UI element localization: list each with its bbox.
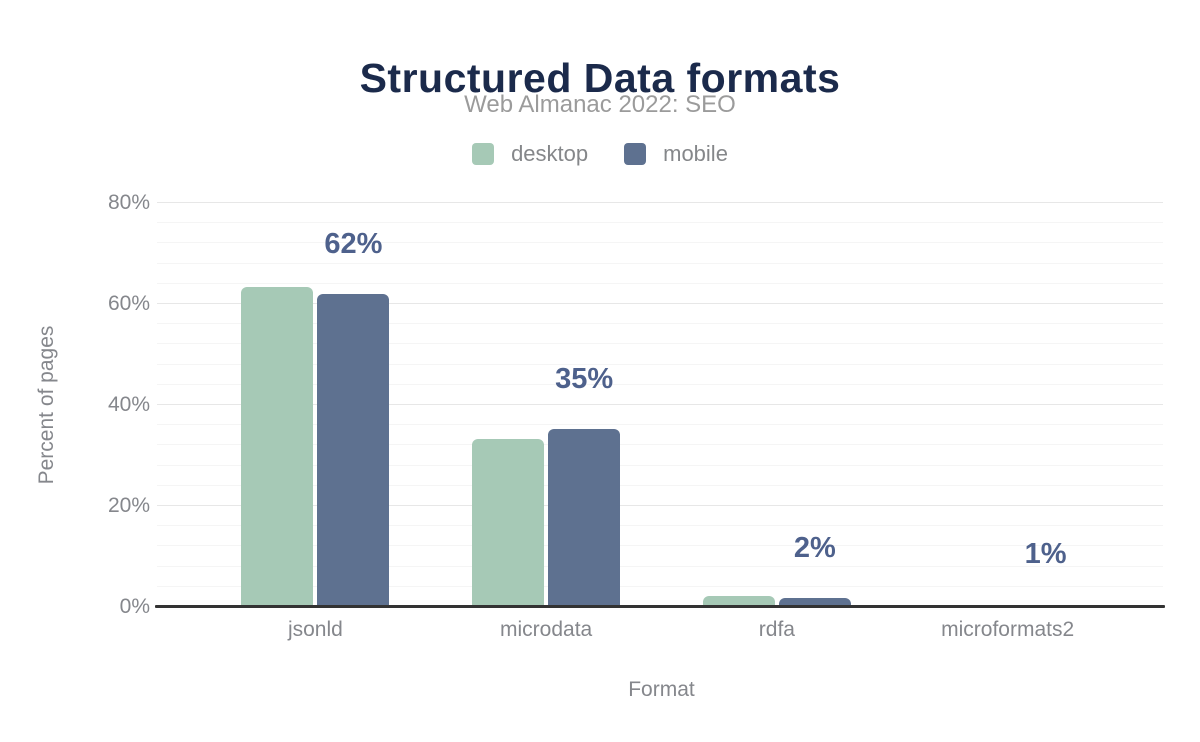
minor-gridline <box>157 565 1163 567</box>
bar-mobile-microdata <box>548 429 621 607</box>
legend-item-desktop[interactable]: desktop <box>472 141 588 167</box>
major-gridline <box>157 404 1163 405</box>
bar-desktop-rdfa <box>702 595 775 607</box>
x-tick-label-jsonld: jsonld <box>287 618 343 641</box>
legend-label-desktop: desktop <box>511 141 589 166</box>
legend-label-mobile: mobile <box>663 141 728 166</box>
minor-gridline <box>157 363 1163 365</box>
plot-area: 62% 35% 2% 1% <box>157 202 1163 607</box>
desktop-series-swatch <box>472 143 495 165</box>
minor-gridline <box>157 464 1163 466</box>
y-tick-label: 60% <box>107 292 150 315</box>
minor-gridline <box>157 383 1163 385</box>
minor-gridline <box>157 323 1163 325</box>
major-gridline <box>157 303 1163 304</box>
minor-gridline <box>157 242 1163 244</box>
major-gridline <box>157 202 1163 203</box>
minor-gridline <box>157 484 1163 486</box>
minor-gridline <box>157 282 1163 284</box>
major-gridline <box>157 505 1163 506</box>
y-tick-label: 80% <box>107 191 150 214</box>
y-tick-label: 40% <box>107 393 150 416</box>
value-label-jsonld: 62% <box>324 228 383 261</box>
y-tick-label: 20% <box>107 494 150 517</box>
minor-gridline <box>157 424 1163 426</box>
bar-desktop-microdata <box>472 439 545 607</box>
minor-gridline <box>157 444 1163 446</box>
value-label-microformats2: 1% <box>1024 538 1067 571</box>
minor-gridline <box>157 545 1163 547</box>
x-axis-line <box>155 605 1165 608</box>
minor-gridline <box>157 262 1163 264</box>
legend-item-mobile[interactable]: mobile <box>624 141 728 167</box>
legend: desktop mobile <box>0 141 1200 167</box>
y-tick-label: 0% <box>119 595 150 618</box>
bar-mobile-jsonld <box>317 294 390 607</box>
value-label-rdfa: 2% <box>793 532 836 565</box>
x-tick-label-rdfa: rdfa <box>758 618 795 641</box>
x-tick-label-microdata: microdata <box>500 618 593 641</box>
bar-mobile-rdfa <box>778 598 851 607</box>
mobile-series-swatch <box>624 143 647 165</box>
minor-gridline <box>157 222 1163 224</box>
minor-gridline <box>157 585 1163 587</box>
chart-title: Structured Data formats <box>359 55 841 102</box>
minor-gridline <box>157 343 1163 345</box>
x-axis-title: Format <box>628 678 695 701</box>
minor-gridline <box>157 525 1163 527</box>
value-label-microdata: 35% <box>555 363 614 396</box>
x-tick-label-microformats2: microformats2 <box>941 618 1075 641</box>
bar-desktop-jsonld <box>241 286 314 607</box>
chart-subtitle: Web Almanac 2022: SEO <box>464 91 736 118</box>
